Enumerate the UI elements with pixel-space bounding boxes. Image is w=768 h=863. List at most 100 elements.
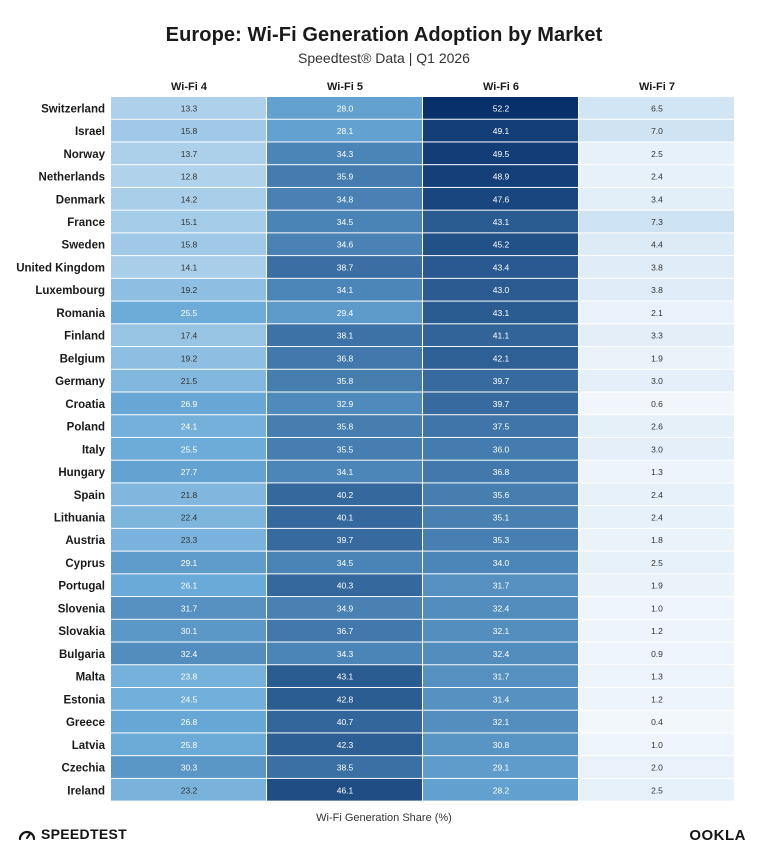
heatmap-cell-france-wi-fi-6 [423, 210, 578, 233]
heatmap-cell-netherlands-wi-fi-4 [111, 165, 266, 187]
heatmap-cell-denmark-wi-fi-7 [579, 187, 734, 210]
heatmap-cell-greece-wi-fi-6 [423, 710, 578, 733]
heatmap-cell-lithuania-wi-fi-4 [111, 506, 266, 528]
cell-value-lithuania-wi-fi-7: 2.4 [651, 513, 663, 523]
heatmap-cell-sweden-wi-fi-5 [267, 233, 422, 256]
heatmap-cell-austria-wi-fi-6 [423, 528, 578, 551]
heatmap-cell-portugal-wi-fi-7 [579, 574, 734, 597]
heatmap-cell-spain-wi-fi-6 [423, 483, 578, 506]
heatmap-cell-hungary-wi-fi-4 [111, 460, 266, 483]
cell-value-lithuania-wi-fi-5: 40.1 [337, 513, 354, 523]
cell-value-france-wi-fi-5: 34.5 [337, 217, 354, 227]
heatmap-cell-latvia-wi-fi-6 [423, 733, 578, 756]
cell-value-israel-wi-fi-4: 15.8 [181, 126, 198, 136]
cell-value-slovakia-wi-fi-4: 30.1 [181, 626, 198, 636]
heatmap-cell-netherlands-wi-fi-5 [267, 165, 422, 187]
heatmap-cell-belgium-wi-fi-5 [267, 347, 422, 369]
heatmap-cell-united-kingdom-wi-fi-6 [423, 256, 578, 278]
row-label-spain: Spain [74, 490, 105, 502]
column-header-wi-fi-4: Wi-Fi 4 [171, 81, 208, 93]
heatmap-cell-cyprus-wi-fi-7 [579, 551, 734, 574]
cell-value-malta-wi-fi-7: 1.3 [651, 672, 663, 682]
heatmap-cell-ireland-wi-fi-6 [423, 778, 578, 801]
heatmap-cell-hungary-wi-fi-6 [423, 460, 578, 483]
cell-value-malta-wi-fi-4: 23.8 [181, 672, 198, 682]
heatmap-cell-slovenia-wi-fi-4 [111, 597, 266, 619]
column-header-wi-fi-5: Wi-Fi 5 [327, 81, 363, 93]
cell-value-portugal-wi-fi-5: 40.3 [337, 581, 354, 591]
heatmap-cell-sweden-wi-fi-6 [423, 233, 578, 256]
heatmap-cell-sweden-wi-fi-4 [111, 233, 266, 256]
row-label-latvia: Latvia [72, 740, 106, 752]
cell-value-israel-wi-fi-6: 49.1 [493, 126, 510, 136]
cell-value-slovenia-wi-fi-5: 34.9 [337, 603, 354, 613]
heatmap-cell-france-wi-fi-5 [267, 210, 422, 233]
heatmap-cell-ireland-wi-fi-7 [579, 778, 734, 801]
cell-value-denmark-wi-fi-4: 14.2 [181, 194, 198, 204]
heatmap-cell-bulgaria-wi-fi-7 [579, 642, 734, 665]
cell-value-germany-wi-fi-5: 35.8 [337, 376, 354, 386]
cell-value-cyprus-wi-fi-6: 34.0 [493, 558, 510, 568]
row-label-slovakia: Slovakia [58, 626, 105, 638]
heatmap-cell-germany-wi-fi-5 [267, 369, 422, 392]
cell-value-united-kingdom-wi-fi-4: 14.1 [181, 262, 198, 272]
cell-value-belgium-wi-fi-6: 42.1 [493, 353, 510, 363]
row-label-finland: Finland [64, 331, 105, 343]
cell-value-romania-wi-fi-7: 2.1 [651, 308, 663, 318]
cell-value-malta-wi-fi-5: 43.1 [337, 672, 354, 682]
heatmap-cell-spain-wi-fi-5 [267, 483, 422, 506]
heatmap-cell-czechia-wi-fi-7 [579, 756, 734, 778]
cell-value-greece-wi-fi-6: 32.1 [493, 717, 510, 727]
cell-value-romania-wi-fi-4: 25.5 [181, 308, 198, 318]
cell-value-poland-wi-fi-4: 24.1 [181, 422, 198, 432]
cell-value-romania-wi-fi-6: 43.1 [493, 308, 510, 318]
heatmap-cell-slovakia-wi-fi-6 [423, 619, 578, 642]
heatmap-cell-denmark-wi-fi-6 [423, 187, 578, 210]
column-header-wi-fi-6: Wi-Fi 6 [483, 81, 519, 93]
row-label-greece: Greece [66, 717, 105, 729]
row-label-lithuania: Lithuania [54, 513, 106, 525]
heatmap-cell-italy-wi-fi-4 [111, 437, 266, 460]
heatmap-cell-poland-wi-fi-4 [111, 415, 266, 437]
cell-value-slovenia-wi-fi-7: 1.0 [651, 603, 663, 613]
heatmap-cell-poland-wi-fi-7 [579, 415, 734, 437]
heatmap-cell-germany-wi-fi-6 [423, 369, 578, 392]
heatmap-cell-switzerland-wi-fi-7 [579, 97, 734, 119]
cell-value-bulgaria-wi-fi-4: 32.4 [181, 649, 198, 659]
row-label-belgium: Belgium [60, 353, 105, 365]
cell-value-germany-wi-fi-7: 3.0 [651, 376, 663, 386]
cell-value-finland-wi-fi-7: 3.3 [651, 331, 663, 341]
cell-value-finland-wi-fi-6: 41.1 [493, 331, 510, 341]
heatmap-cell-netherlands-wi-fi-6 [423, 165, 578, 187]
heatmap-cell-denmark-wi-fi-5 [267, 187, 422, 210]
cell-value-malta-wi-fi-6: 31.7 [493, 672, 510, 682]
cell-value-norway-wi-fi-5: 34.3 [337, 149, 354, 159]
cell-value-israel-wi-fi-5: 28.1 [337, 126, 354, 136]
heatmap-cell-croatia-wi-fi-4 [111, 392, 266, 415]
heatmap-cell-norway-wi-fi-7 [579, 142, 734, 165]
cell-value-spain-wi-fi-5: 40.2 [337, 490, 354, 500]
heatmap-cell-slovakia-wi-fi-7 [579, 619, 734, 642]
cell-value-spain-wi-fi-4: 21.8 [181, 490, 198, 500]
heatmap-cell-czechia-wi-fi-4 [111, 756, 266, 778]
cell-value-spain-wi-fi-6: 35.6 [493, 490, 510, 500]
row-label-germany: Germany [55, 376, 105, 388]
row-label-denmark: Denmark [56, 194, 106, 206]
heatmap-cell-germany-wi-fi-7 [579, 369, 734, 392]
row-label-estonia: Estonia [63, 694, 105, 706]
cell-value-portugal-wi-fi-4: 26.1 [181, 581, 198, 591]
heatmap-cell-malta-wi-fi-7 [579, 665, 734, 687]
heatmap-cell-israel-wi-fi-7 [579, 119, 734, 142]
heatmap-cell-norway-wi-fi-5 [267, 142, 422, 165]
heatmap-cell-estonia-wi-fi-6 [423, 687, 578, 710]
cell-value-belgium-wi-fi-4: 19.2 [181, 353, 198, 363]
cell-value-switzerland-wi-fi-6: 52.2 [493, 103, 510, 113]
heatmap-cell-austria-wi-fi-7 [579, 528, 734, 551]
heatmap-cell-romania-wi-fi-6 [423, 301, 578, 324]
row-label-netherlands: Netherlands [39, 172, 105, 184]
cell-value-switzerland-wi-fi-7: 6.5 [651, 103, 663, 113]
cell-value-spain-wi-fi-7: 2.4 [651, 490, 663, 500]
heatmap-cell-lithuania-wi-fi-7 [579, 506, 734, 528]
speedtest-logo: SPEEDTEST [18, 826, 127, 842]
